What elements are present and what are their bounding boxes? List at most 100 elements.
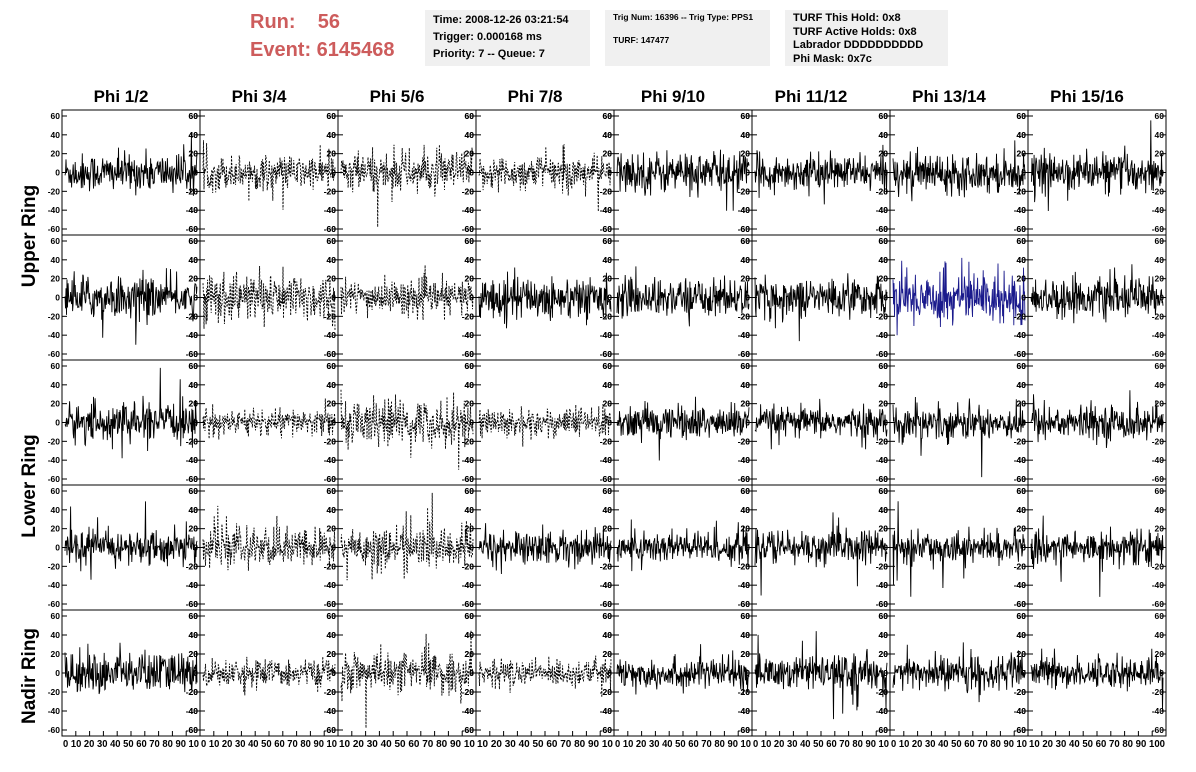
y-tick-label-left: 0 — [1021, 668, 1026, 678]
waveform-trace — [202, 265, 336, 330]
y-tick-label-right: -20 — [324, 186, 337, 196]
y-tick-label-left: 40 — [741, 130, 751, 140]
y-tick-label-right: 60 — [1155, 111, 1165, 121]
y-tick-label-left: -40 — [48, 706, 61, 716]
y-tick-label-right: -60 — [462, 474, 475, 484]
y-tick-label-left: 60 — [879, 611, 889, 621]
y-tick-label-left: -40 — [48, 455, 61, 465]
y-tick-label-left: -40 — [186, 706, 199, 716]
y-tick-label-right: -40 — [738, 580, 751, 590]
y-tick-label-left: 0 — [193, 293, 198, 303]
y-tick-label-right: 40 — [879, 630, 889, 640]
y-tick-label-left: 20 — [51, 399, 61, 409]
y-tick-label-right: -20 — [186, 311, 199, 321]
trig-num-box: Trig Num: 16396 -- Trig Type: PPS1 TURF:… — [605, 10, 770, 66]
y-tick-label-right: 40 — [189, 630, 199, 640]
y-tick-label-right: -20 — [738, 436, 751, 446]
y-tick-label-left: 40 — [1017, 255, 1027, 265]
y-tick-label-left: -40 — [324, 455, 337, 465]
y-tick-label-right: -40 — [876, 330, 889, 340]
y-tick-label-right: 60 — [189, 111, 199, 121]
y-tick-label-left: -60 — [876, 224, 889, 234]
y-tick-label-right: -60 — [876, 599, 889, 609]
y-tick-label-right: 20 — [1155, 274, 1165, 284]
y-tick-label-left: 60 — [189, 361, 199, 371]
y-tick-label-right: 60 — [189, 236, 199, 246]
y-tick-label-left: -20 — [1014, 311, 1027, 321]
y-tick-label-left: 0 — [193, 168, 198, 178]
y-tick-label-left: 40 — [327, 255, 337, 265]
y-tick-label-left: -60 — [738, 224, 751, 234]
time-text: Time: 2008-12-26 03:21:54 — [433, 14, 569, 26]
y-tick-label-left: 20 — [327, 149, 337, 159]
y-tick-label-left: -20 — [186, 687, 199, 697]
y-tick-label-right: -60 — [600, 474, 613, 484]
y-tick-label-right: 40 — [603, 380, 613, 390]
y-tick-label-left: 20 — [465, 524, 475, 534]
y-tick-label-left: -20 — [48, 561, 61, 571]
y-tick-label-right: -40 — [1014, 706, 1027, 716]
y-tick-label-right: -40 — [186, 205, 199, 215]
y-tick-label-left: 60 — [741, 486, 751, 496]
waveform-trace — [340, 492, 474, 581]
y-tick-label-right: 60 — [741, 611, 751, 621]
y-tick-label-right: 60 — [465, 486, 475, 496]
y-tick-label-left: 60 — [1017, 486, 1027, 496]
y-tick-label-left: -60 — [462, 474, 475, 484]
turf-active-text: TURF Active Holds: 0x8 — [793, 25, 917, 38]
y-tick-label-left: 60 — [189, 486, 199, 496]
y-tick-label-left: 60 — [741, 611, 751, 621]
phi-label-15-16: Phi 15/16 — [1050, 87, 1124, 106]
y-tick-label-right: 0 — [331, 168, 336, 178]
y-tick-label-left: -60 — [186, 474, 199, 484]
y-tick-label-right: 40 — [465, 380, 475, 390]
y-tick-label-right: 0 — [883, 543, 888, 553]
y-tick-label-right: -20 — [1152, 186, 1165, 196]
y-tick-label-left: -20 — [48, 311, 61, 321]
y-tick-label-left: 0 — [883, 543, 888, 553]
y-tick-label-right: 0 — [607, 543, 612, 553]
y-tick-label-left: 40 — [879, 255, 889, 265]
y-tick-label-right: 20 — [879, 274, 889, 284]
y-tick-label-right: 20 — [327, 649, 337, 659]
y-tick-label-left: -20 — [600, 561, 613, 571]
y-tick-label-right: -20 — [876, 561, 889, 571]
y-tick-label-left: 0 — [331, 168, 336, 178]
y-tick-label-left: 0 — [1021, 293, 1026, 303]
y-tick-label-right: 40 — [189, 255, 199, 265]
y-tick-label-right: -40 — [600, 580, 613, 590]
y-tick-label-left: 20 — [879, 274, 889, 284]
y-tick-label-left: 60 — [327, 236, 337, 246]
y-tick-label-left: 20 — [603, 274, 613, 284]
y-tick-label-right: 40 — [741, 130, 751, 140]
y-tick-label-left: 60 — [189, 611, 199, 621]
y-tick-label-right: 40 — [1017, 630, 1027, 640]
waveform-trace — [1030, 515, 1164, 597]
y-tick-label-right: 40 — [1155, 380, 1165, 390]
y-tick-label-right: -20 — [1014, 561, 1027, 571]
y-tick-label-right: 40 — [1017, 505, 1027, 515]
y-tick-label-right: -20 — [738, 561, 751, 571]
y-tick-label-left: -60 — [1014, 224, 1027, 234]
y-tick-label-right: -60 — [1152, 599, 1165, 609]
waveform-trace — [340, 265, 474, 321]
y-tick-label-left: -60 — [186, 224, 199, 234]
y-tick-label-left: -20 — [324, 561, 337, 571]
y-tick-label-right: -40 — [600, 205, 613, 215]
y-tick-label-left: 60 — [741, 111, 751, 121]
y-tick-label-right: 40 — [1155, 255, 1165, 265]
y-tick-label-right: 40 — [741, 380, 751, 390]
y-tick-label-left: 60 — [51, 236, 61, 246]
y-tick-label-right: 20 — [603, 149, 613, 159]
y-tick-label-right: -20 — [186, 687, 199, 697]
y-tick-label-left: 40 — [603, 505, 613, 515]
y-tick-label-left: 60 — [51, 111, 61, 121]
y-tick-label-left: -40 — [600, 205, 613, 215]
y-tick-label-right: -40 — [462, 330, 475, 340]
y-tick-label-left: 60 — [465, 611, 475, 621]
y-tick-label-right: -40 — [1152, 706, 1165, 716]
y-tick-label-right: 60 — [879, 486, 889, 496]
waveform-trace — [892, 642, 1026, 703]
y-tick-label-left: 0 — [55, 543, 60, 553]
y-tick-label-right: 20 — [879, 399, 889, 409]
